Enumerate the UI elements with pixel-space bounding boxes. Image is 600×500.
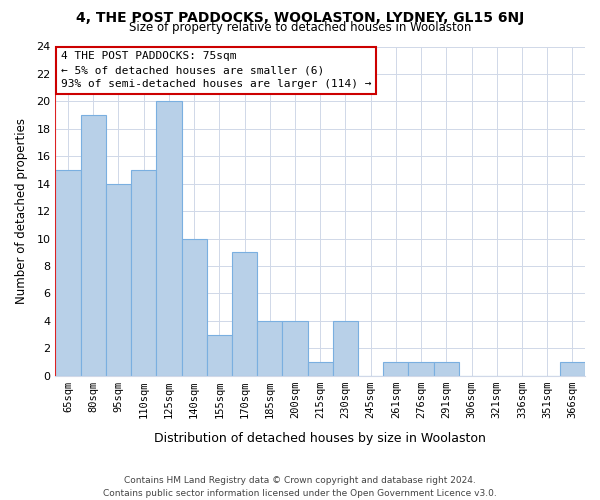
Bar — [308, 362, 333, 376]
Bar — [55, 170, 80, 376]
Bar — [182, 238, 207, 376]
Bar — [257, 321, 283, 376]
Bar — [560, 362, 585, 376]
Bar — [207, 334, 232, 376]
Text: 4 THE POST PADDOCKS: 75sqm
← 5% of detached houses are smaller (6)
93% of semi-d: 4 THE POST PADDOCKS: 75sqm ← 5% of detac… — [61, 52, 371, 90]
Bar — [106, 184, 131, 376]
X-axis label: Distribution of detached houses by size in Woolaston: Distribution of detached houses by size … — [154, 432, 486, 445]
Text: Size of property relative to detached houses in Woolaston: Size of property relative to detached ho… — [129, 22, 471, 35]
Text: Contains HM Land Registry data © Crown copyright and database right 2024.
Contai: Contains HM Land Registry data © Crown c… — [103, 476, 497, 498]
Bar — [383, 362, 409, 376]
Bar — [80, 115, 106, 376]
Y-axis label: Number of detached properties: Number of detached properties — [15, 118, 28, 304]
Bar — [434, 362, 459, 376]
Bar — [409, 362, 434, 376]
Bar — [131, 170, 157, 376]
Text: 4, THE POST PADDOCKS, WOOLASTON, LYDNEY, GL15 6NJ: 4, THE POST PADDOCKS, WOOLASTON, LYDNEY,… — [76, 11, 524, 25]
Bar — [283, 321, 308, 376]
Bar — [232, 252, 257, 376]
Bar — [333, 321, 358, 376]
Bar — [157, 102, 182, 376]
